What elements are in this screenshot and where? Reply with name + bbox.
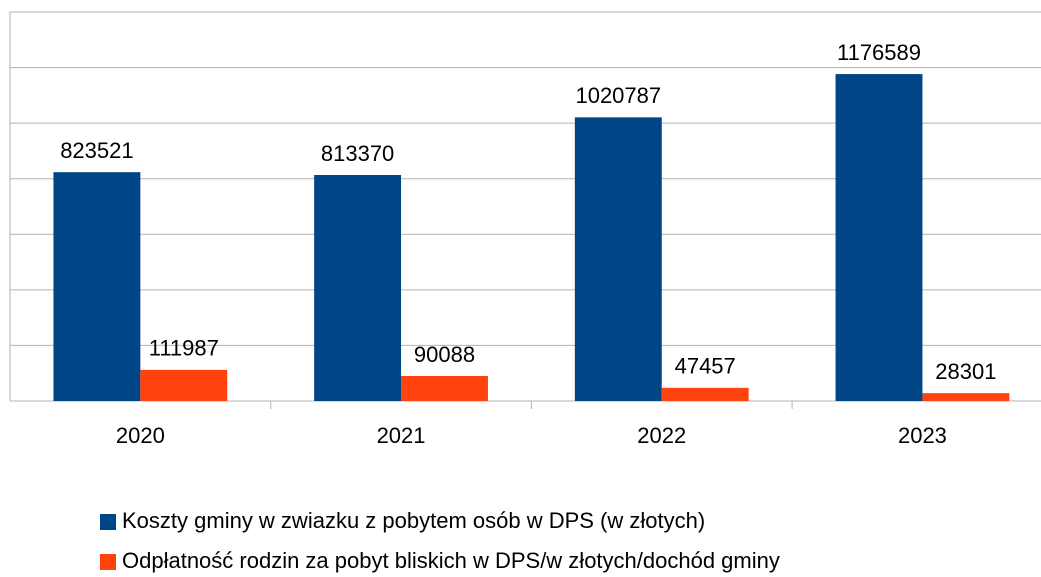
- bar: [53, 172, 141, 401]
- bar: [314, 174, 402, 401]
- legend-label: Odpłatność rodzin za pobyt bliskich w DP…: [122, 548, 780, 573]
- bar: [922, 393, 1010, 401]
- data-label: 1176589: [837, 40, 921, 65]
- bar: [835, 74, 923, 401]
- data-label: 1020787: [575, 83, 661, 108]
- bar: [140, 369, 228, 401]
- data-label: 90088: [414, 342, 475, 367]
- x-tick-label: 2021: [377, 423, 426, 448]
- legend-swatch: [100, 514, 116, 530]
- bar: [661, 387, 749, 401]
- bar: [574, 117, 662, 402]
- data-label: 47457: [675, 354, 736, 379]
- bar: [401, 375, 488, 401]
- data-label: 823521: [60, 138, 133, 163]
- data-label: 813370: [321, 141, 394, 166]
- data-label: 28301: [935, 359, 996, 384]
- x-tick-label: 2023: [898, 423, 947, 448]
- x-tick-label: 2020: [116, 423, 165, 448]
- legend-swatch: [100, 554, 116, 570]
- data-label: 111987: [149, 336, 219, 361]
- x-tick-label: 2022: [637, 423, 686, 448]
- legend-label: Koszty gminy w zwiazku z pobytem osób w …: [122, 508, 705, 533]
